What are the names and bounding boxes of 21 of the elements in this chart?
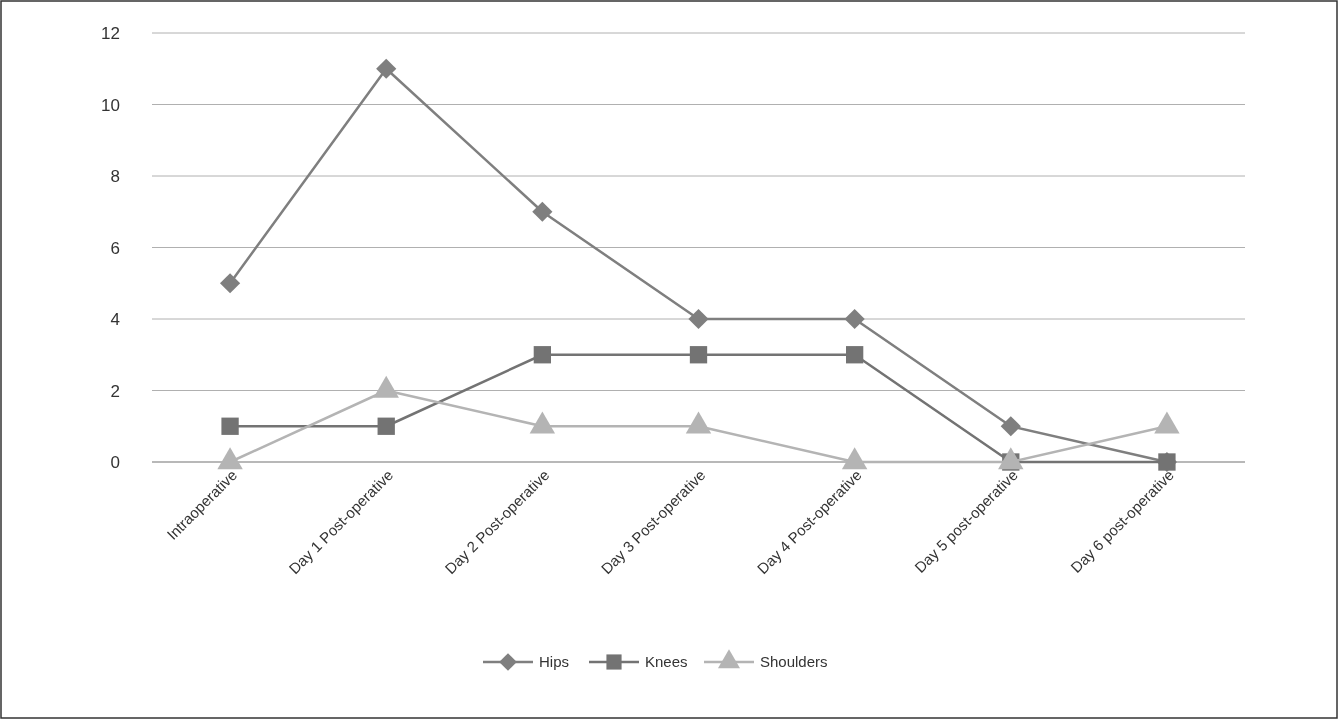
y-tick-label: 10 bbox=[101, 95, 120, 115]
point bbox=[688, 308, 709, 330]
legend-label: Hips bbox=[539, 653, 570, 670]
point bbox=[532, 201, 553, 222]
legend-label: Knees bbox=[645, 653, 688, 670]
point bbox=[221, 417, 239, 435]
point bbox=[377, 417, 395, 435]
point bbox=[845, 346, 864, 364]
y-tick-label: 4 bbox=[110, 310, 120, 329]
point bbox=[219, 273, 241, 294]
point bbox=[376, 58, 397, 79]
legend-label: Shoulders bbox=[760, 653, 828, 670]
y-tick-label: 6 bbox=[110, 238, 120, 258]
point bbox=[1000, 416, 1021, 437]
point bbox=[533, 346, 552, 364]
y-tick-label: 8 bbox=[110, 167, 120, 186]
y-tick-label: 2 bbox=[110, 381, 120, 401]
point bbox=[689, 346, 708, 364]
y-tick-label: 12 bbox=[101, 24, 120, 43]
y-tick-label: 0 bbox=[110, 453, 120, 472]
point bbox=[844, 308, 865, 330]
